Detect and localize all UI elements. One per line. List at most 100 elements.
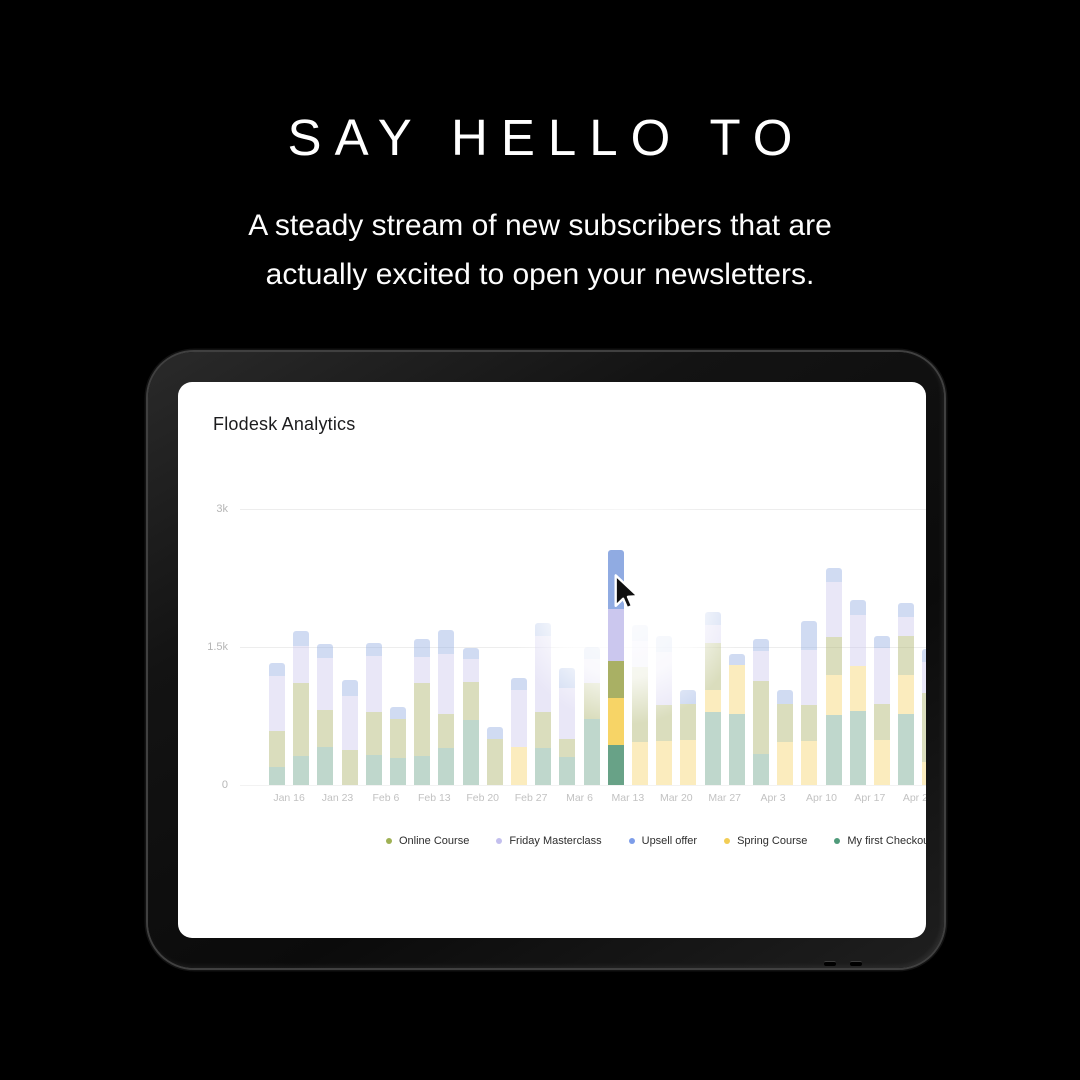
bar-segment — [825, 674, 842, 715]
bar-segment — [414, 657, 431, 683]
bar-segment — [438, 654, 455, 714]
gridline — [240, 785, 926, 786]
bar[interactable] — [777, 690, 794, 785]
hero-section: SAY HELLO TO A steady stream of new subs… — [0, 0, 1080, 299]
bar[interactable] — [874, 636, 890, 785]
x-axis-label: Feb 6 — [372, 792, 400, 804]
bar-segment — [632, 625, 648, 642]
bar-segment — [801, 704, 818, 742]
gridline — [240, 647, 926, 648]
bar[interactable] — [728, 654, 745, 785]
legend-item[interactable]: Online Course — [386, 835, 469, 847]
bar-segment — [898, 635, 915, 676]
y-axis-tick-label: 0 — [221, 779, 228, 791]
bar-segment — [607, 697, 624, 746]
bar-segment — [438, 748, 455, 785]
bar-segment — [341, 695, 358, 750]
bar-segment — [293, 756, 310, 785]
bar-segment — [777, 704, 794, 743]
bar-segment — [559, 688, 576, 739]
subtitle-line-1: A steady stream of new subscribers that … — [248, 209, 832, 242]
bar[interactable] — [559, 668, 576, 785]
bar[interactable] — [583, 647, 600, 785]
bar[interactable] — [390, 706, 406, 785]
bar-segment — [656, 635, 673, 652]
bar-segment — [753, 651, 769, 681]
bar-segment — [269, 675, 285, 731]
bar-segment — [632, 641, 648, 668]
gridline — [240, 509, 926, 510]
bar-segment — [898, 617, 915, 636]
x-axis-label: Apr 17 — [854, 792, 886, 804]
bar[interactable] — [632, 625, 648, 785]
bar-segment — [486, 726, 503, 739]
bar[interactable] — [825, 568, 842, 785]
bar[interactable] — [462, 647, 479, 785]
bar[interactable] — [535, 622, 552, 785]
legend-item[interactable]: Upsell offer — [628, 835, 697, 847]
bar-segment — [438, 713, 455, 749]
bar[interactable] — [656, 635, 673, 785]
bar-segment — [728, 713, 745, 785]
bar-segment — [583, 659, 600, 684]
bar[interactable] — [341, 680, 358, 785]
legend-label: My first Checkout — [847, 835, 926, 847]
bar-segment — [535, 711, 552, 749]
bar[interactable] — [680, 689, 697, 785]
bar-segment — [874, 704, 890, 741]
bar[interactable] — [801, 620, 818, 785]
bar-segment — [365, 711, 382, 755]
bar-segment — [922, 661, 926, 693]
legend-label: Friday Masterclass — [509, 835, 602, 847]
bar-segment — [898, 602, 915, 618]
bar[interactable] — [704, 611, 721, 785]
bar-segment — [535, 748, 552, 785]
bar[interactable] — [365, 643, 382, 785]
bar-segment — [535, 622, 552, 636]
bar-segment — [704, 711, 721, 785]
bar-segment — [414, 638, 431, 658]
legend-dot-icon — [724, 838, 731, 844]
bar-segment — [922, 761, 926, 785]
legend-item[interactable]: Spring Course — [724, 835, 807, 847]
bar-segment — [753, 680, 769, 754]
legend-item[interactable]: My first Checkout — [834, 835, 926, 847]
app-title: Flodesk Analytics — [213, 414, 356, 434]
bar-segment — [922, 692, 926, 762]
bar[interactable] — [293, 631, 310, 785]
bar[interactable] — [438, 629, 455, 785]
bar-segment — [462, 681, 479, 720]
bar-segment — [462, 659, 479, 682]
x-axis-label: Mar 20 — [659, 792, 693, 804]
x-axis-label: Mar 27 — [708, 792, 742, 804]
bar-segment — [777, 742, 794, 785]
bar[interactable] — [511, 678, 527, 785]
bar[interactable] — [486, 726, 503, 785]
legend-item[interactable]: Friday Masterclass — [496, 835, 602, 847]
chart-legend: Online Course Friday Masterclass Upsell of… — [386, 835, 926, 847]
x-axis-label: Mar 13 — [611, 792, 645, 804]
x-axis-label: Feb 20 — [466, 792, 500, 804]
bar-segment — [728, 654, 745, 666]
bar-segment — [559, 739, 576, 758]
x-axis-label: Jan 16 — [273, 792, 305, 804]
bar-segment — [656, 704, 673, 742]
bar[interactable] — [317, 643, 334, 785]
bar-segment — [511, 678, 527, 691]
bar-segment — [656, 651, 673, 705]
bar-segment — [656, 741, 673, 785]
x-axis-label: Feb 27 — [514, 792, 548, 804]
bar[interactable] — [849, 600, 866, 785]
bar-segment — [317, 658, 334, 711]
bar[interactable] — [269, 662, 285, 785]
bar-segment — [583, 718, 600, 785]
bar[interactable] — [753, 638, 769, 785]
bar-segment — [486, 738, 503, 785]
bar-segment — [898, 714, 915, 785]
bar-segment — [293, 631, 310, 647]
bar-segment — [365, 655, 382, 712]
bar[interactable] — [898, 602, 915, 785]
bar[interactable] — [414, 638, 431, 785]
x-axis-label: Jan 23 — [321, 792, 354, 804]
bar[interactable] — [922, 648, 926, 785]
